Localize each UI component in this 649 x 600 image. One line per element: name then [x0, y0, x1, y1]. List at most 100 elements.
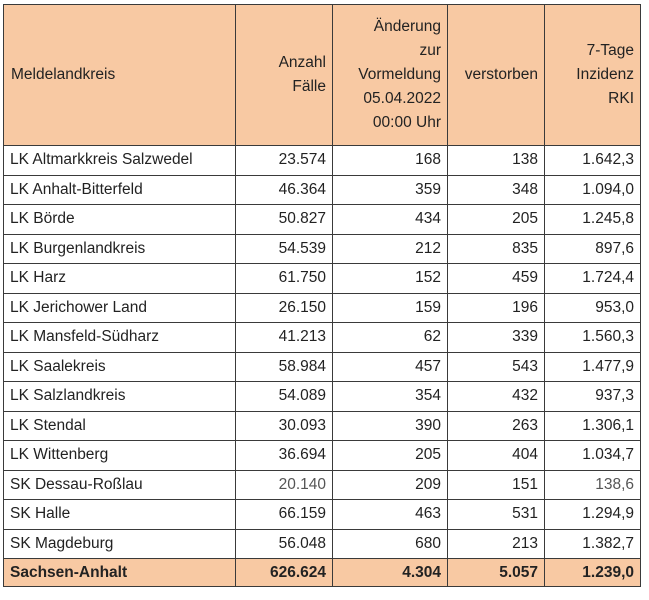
table-row: LK Burgenlandkreis 54.539 212 835 897,6	[3, 233, 641, 264]
incidence-cell: 1.034,7	[544, 440, 641, 471]
cases-cell: 41.213	[235, 322, 333, 353]
incidence-cell: 1.382,7	[544, 528, 641, 559]
district-name-cell: LK Salzlandkreis	[3, 381, 236, 412]
change-cell: 680	[332, 528, 448, 559]
header-cases-line: Anzahl	[278, 54, 326, 71]
total-cases-cell: 626.624	[235, 558, 333, 587]
incidence-cell: 138,6	[544, 469, 641, 500]
district-name-cell: LK Mansfeld-Südharz	[3, 322, 236, 353]
district-name-cell: LK Jerichower Land	[3, 292, 236, 323]
district-name-cell: SK Dessau-Roßlau	[3, 469, 236, 500]
table-row: SK Magdeburg 56.048 680 213 1.382,7	[3, 528, 641, 559]
change-cell: 209	[332, 469, 448, 500]
covid-case-table: Meldelandkreis Anzahl Fälle Änderung zur…	[3, 4, 641, 587]
table-row: LK Saalekreis 58.984 457 543 1.477,9	[3, 351, 641, 382]
cases-cell: 46.364	[235, 174, 333, 205]
incidence-cell: 937,3	[544, 381, 641, 412]
district-name-cell: SK Halle	[3, 499, 236, 530]
deceased-cell: 432	[447, 381, 545, 412]
cases-cell: 20.140	[235, 469, 333, 500]
table-row: SK Halle 66.159 463 531 1.294,9	[3, 499, 641, 530]
header-cases-line: Fälle	[292, 78, 326, 95]
deceased-cell: 196	[447, 292, 545, 323]
deceased-cell: 531	[447, 499, 545, 530]
total-row: Sachsen-Anhalt 626.624 4.304 5.057 1.239…	[3, 558, 641, 587]
deceased-cell: 213	[447, 528, 545, 559]
header-change: Änderung zur Vormeldung 05.04.2022 00:00…	[332, 4, 448, 146]
header-row: Meldelandkreis Anzahl Fälle Änderung zur…	[3, 4, 641, 146]
header-district-line: Meldelandkreis	[11, 66, 116, 83]
header-change-line: Vormeldung	[358, 66, 441, 83]
district-name-cell: LK Burgenlandkreis	[3, 233, 236, 264]
change-cell: 212	[332, 233, 448, 264]
change-cell: 434	[332, 204, 448, 235]
cases-cell: 56.048	[235, 528, 333, 559]
change-cell: 457	[332, 351, 448, 382]
deceased-cell: 339	[447, 322, 545, 353]
deceased-cell: 459	[447, 263, 545, 294]
table-row: LK Wittenberg 36.694 205 404 1.034,7	[3, 440, 641, 471]
change-cell: 359	[332, 174, 448, 205]
table-row: LK Jerichower Land 26.150 159 196 953,0	[3, 292, 641, 323]
table-row: SK Dessau-Roßlau 20.140 209 151 138,6	[3, 469, 641, 500]
table-row: LK Mansfeld-Südharz 41.213 62 339 1.560,3	[3, 322, 641, 353]
deceased-cell: 151	[447, 469, 545, 500]
header-cases: Anzahl Fälle	[235, 4, 333, 146]
table-row: LK Altmarkkreis Salzwedel 23.574 168 138 1.6…	[3, 145, 641, 176]
change-cell: 159	[332, 292, 448, 323]
cases-cell: 66.159	[235, 499, 333, 530]
incidence-cell: 1.294,9	[544, 499, 641, 530]
district-name-cell: LK Altmarkkreis Salzwedel	[3, 145, 236, 176]
header-incidence-line: Inzidenz	[576, 66, 634, 83]
incidence-cell: 1.560,3	[544, 322, 641, 353]
total-change-cell: 4.304	[332, 558, 448, 587]
cases-cell: 54.089	[235, 381, 333, 412]
change-cell: 168	[332, 145, 448, 176]
table-row: LK Stendal 30.093 390 263 1.306,1	[3, 410, 641, 441]
header-change-line: zur	[419, 42, 441, 59]
change-cell: 62	[332, 322, 448, 353]
total-incidence-cell: 1.239,0	[544, 558, 641, 587]
change-cell: 152	[332, 263, 448, 294]
incidence-cell: 1.724,4	[544, 263, 641, 294]
deceased-cell: 404	[447, 440, 545, 471]
cases-cell: 23.574	[235, 145, 333, 176]
incidence-cell: 1.642,3	[544, 145, 641, 176]
cases-cell: 54.539	[235, 233, 333, 264]
cases-cell: 58.984	[235, 351, 333, 382]
cases-cell: 36.694	[235, 440, 333, 471]
incidence-cell: 1.245,8	[544, 204, 641, 235]
deceased-cell: 835	[447, 233, 545, 264]
total-deceased-cell: 5.057	[447, 558, 545, 587]
header-change-line: 00:00 Uhr	[372, 114, 441, 131]
district-name-cell: LK Wittenberg	[3, 440, 236, 471]
table-row: LK Harz 61.750 152 459 1.724,4	[3, 263, 641, 294]
cases-cell: 30.093	[235, 410, 333, 441]
deceased-cell: 543	[447, 351, 545, 382]
table-row: LK Börde 50.827 434 205 1.245,8	[3, 204, 641, 235]
deceased-cell: 263	[447, 410, 545, 441]
header-deceased-line: verstorben	[464, 66, 538, 83]
header-incidence-line: RKI	[608, 90, 634, 107]
header-change-line: 05.04.2022	[363, 90, 441, 107]
change-cell: 354	[332, 381, 448, 412]
incidence-cell: 897,6	[544, 233, 641, 264]
table-header: Meldelandkreis Anzahl Fälle Änderung zur…	[3, 4, 641, 146]
cases-cell: 61.750	[235, 263, 333, 294]
header-incidence-line: 7-Tage	[586, 42, 634, 59]
change-cell: 205	[332, 440, 448, 471]
table-row: LK Anhalt-Bitterfeld 46.364 359 348 1.094,0	[3, 174, 641, 205]
deceased-cell: 205	[447, 204, 545, 235]
district-name-cell: LK Stendal	[3, 410, 236, 441]
district-name-cell: LK Anhalt-Bitterfeld	[3, 174, 236, 205]
total-name-cell: Sachsen-Anhalt	[3, 558, 236, 587]
change-cell: 463	[332, 499, 448, 530]
header-change-line: Änderung	[373, 18, 441, 35]
district-name-cell: LK Saalekreis	[3, 351, 236, 382]
deceased-cell: 138	[447, 145, 545, 176]
district-name-cell: LK Börde	[3, 204, 236, 235]
change-cell: 390	[332, 410, 448, 441]
header-deceased: verstorben	[447, 4, 545, 146]
table-row: LK Salzlandkreis 54.089 354 432 937,3	[3, 381, 641, 412]
deceased-cell: 348	[447, 174, 545, 205]
